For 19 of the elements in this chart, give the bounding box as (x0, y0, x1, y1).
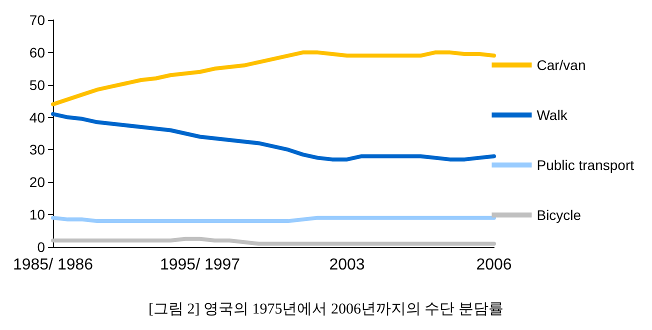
legend-label: Car/van (536, 57, 586, 73)
legend-label: Public transport (536, 157, 634, 173)
text: [그림 2] 영국의 1975년에서 2006년까지의 수단 분담률 (148, 302, 504, 318)
y-tick-label: 10 (29, 206, 46, 223)
x-tick-label: 1995/ 1997 (160, 256, 240, 274)
y-tick-label: 0 (37, 239, 46, 255)
x-tick-label: 1985/ 1986 (12, 256, 94, 274)
y-tick-label: 30 (29, 142, 46, 158)
y-tick-label: 70 (29, 12, 46, 28)
x-tick-label: 2003 (329, 256, 365, 274)
line-series (51, 112, 496, 162)
y-tick-label: 20 (29, 174, 46, 190)
legend-label: Bicycle (536, 207, 582, 223)
x-tick-label: 2006 (476, 256, 512, 274)
legend-label: Walk (536, 107, 568, 123)
y-tick-label: 50 (29, 76, 46, 93)
y-tick-label: 60 (29, 44, 46, 60)
y-tick-label: 40 (29, 109, 46, 126)
line-series (51, 50, 496, 106)
